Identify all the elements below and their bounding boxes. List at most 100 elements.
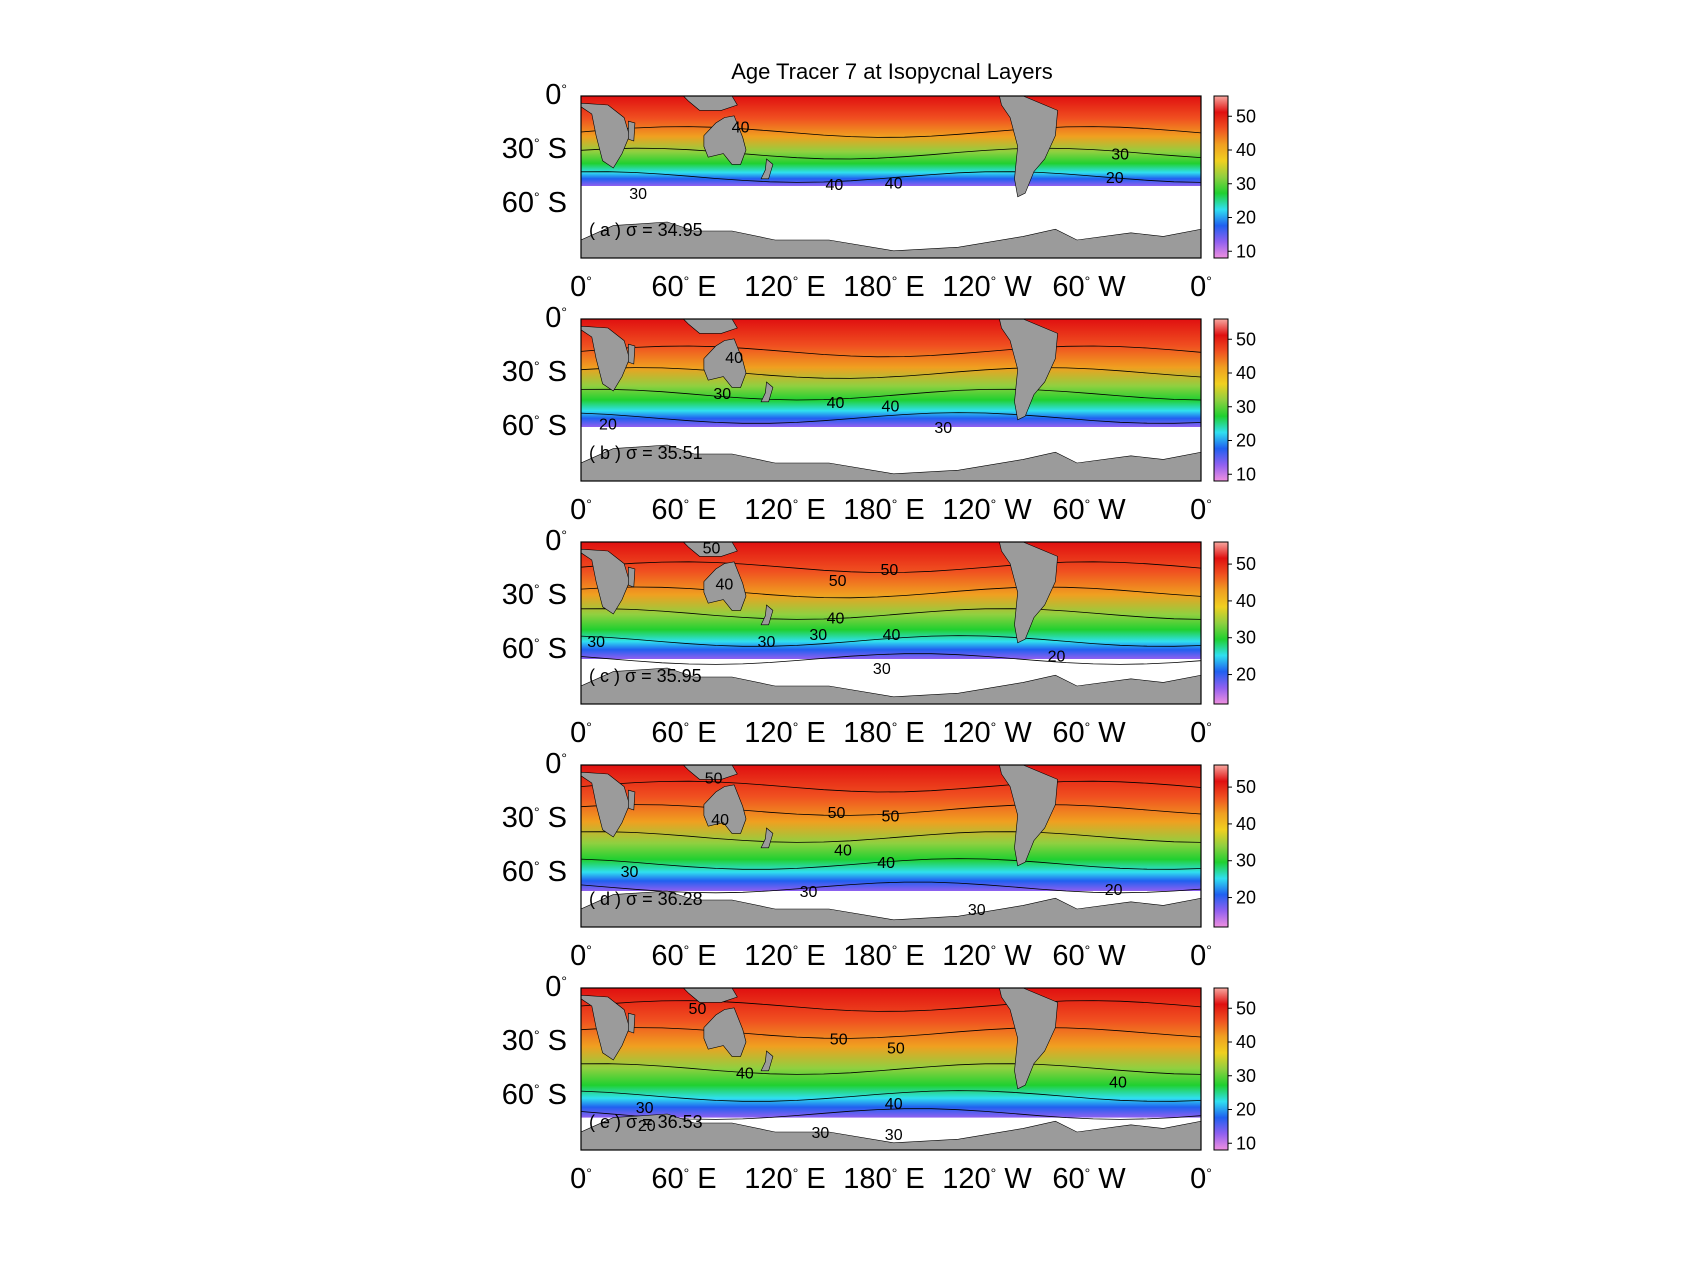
contour-line [580,635,1202,647]
x-axis-label: 60° W [1052,717,1126,749]
contour-label: 40 [711,812,729,829]
contour-label: 30 [587,634,605,651]
x-axis-label: 120° W [942,271,1032,303]
contour-label: 40 [885,1096,903,1113]
x-axis-label: 120° E [744,271,825,303]
land-newzealand [760,381,774,403]
land-madagascar [628,789,636,811]
contour-line [580,780,1202,793]
colorbar: 20 30 40 50 [1213,764,1256,928]
map-panel-b: 40 30 20 40 40 30 ( b ) σ = 35.51 0° 30° S 60° S 0… [502,302,1256,526]
land-australia [703,1007,747,1057]
land-australia [703,784,747,834]
contour-line [580,608,1202,620]
colorbar-tick-label: 40 [1236,1032,1256,1052]
contour-label: 40 [877,855,895,872]
land-samerica [999,318,1058,421]
land-antarctica [580,221,1202,259]
x-axis-label: 60° W [1052,1163,1126,1195]
contour-label: 50 [882,808,900,825]
x-axis-label: 120° E [744,717,825,749]
y-axis-label: 60° S [502,187,567,219]
colorbar-tick-label: 30 [1236,1066,1256,1086]
y-axis-label: 30° S [502,579,567,611]
x-axis-label: 0° [1190,717,1212,749]
contour-label: 40 [1109,1075,1127,1092]
land-madagascar [628,120,636,142]
colorbar: 10 20 30 40 50 [1213,318,1256,484]
x-axis-label: 180° E [843,940,924,972]
x-axis-label: 60° E [651,717,716,749]
contour-label: 40 [725,350,743,367]
contour-label: 40 [716,576,734,593]
contour-label: 50 [887,1040,905,1057]
contour-label: 50 [880,562,898,579]
colorbar: 10 20 30 40 50 [1213,95,1256,261]
land-australia [703,115,747,165]
x-axis-label: 0° [570,494,592,526]
land-samerica [999,987,1058,1090]
x-axis-label: 60° E [651,271,716,303]
ocean-field [581,988,1201,1118]
panel-label: ( a ) σ = 34.95 [589,220,703,240]
land-samerica [999,764,1058,867]
y-axis-label: 0° [545,748,567,780]
contour-line [580,1027,1202,1039]
colorbar-tick-label: 40 [1236,814,1256,834]
x-axis-label: 120° E [744,940,825,972]
contour-label: 40 [736,1066,754,1083]
contour-label: 30 [809,627,827,644]
contour-label: 40 [883,627,901,644]
contour-label: 40 [834,843,852,860]
contour-label: 20 [1048,648,1066,665]
land-africa [580,771,630,838]
x-axis-label: 120° W [942,717,1032,749]
land-africa [580,102,630,169]
colorbar-tick-label: 50 [1236,777,1256,797]
y-axis-label: 0° [545,971,567,1003]
y-axis-label: 60° S [502,856,567,888]
y-axis-label: 0° [545,525,567,557]
panel-label: ( e ) σ = 36.53 [589,1112,703,1132]
colorbar-tick-label: 20 [1236,431,1256,451]
contour-line [580,831,1202,843]
y-axis-label: 30° S [502,1025,567,1057]
contour-label: 30 [800,884,818,901]
x-axis-label: 180° E [843,494,924,526]
y-axis-label: 60° S [502,633,567,665]
map-frame [580,987,1202,1151]
colorbar-tick-label: 20 [1236,208,1256,228]
contour-label: 20 [1106,170,1124,187]
contour-label: 40 [882,398,900,415]
colorbar-tick-label: 50 [1236,329,1256,349]
contour-label: 50 [829,573,847,590]
contour-line [580,388,1202,401]
colorbar: 10 20 30 40 50 [1213,987,1256,1153]
x-axis-label: 120° W [942,940,1032,972]
land-madagascar [628,566,636,588]
map-frame [580,95,1202,259]
land-newzealand [760,158,774,180]
land-newzealand [760,1050,774,1072]
contour-line [580,367,1202,379]
ocean-field [581,765,1201,891]
x-axis-label: 60° W [1052,271,1126,303]
land-antarctica [580,1113,1202,1151]
map-panel-d: 50 40 50 50 40 40 30 30 30 20 ( d ) σ = 36.28 0° 30°… [502,748,1256,972]
panel-label: ( b ) σ = 35.51 [589,443,703,463]
x-axis-label: 180° E [843,717,924,749]
colorbar-bar [1213,541,1229,705]
contour-label: 30 [1111,147,1129,164]
contour-label: 30 [968,902,986,919]
figure-title: Age Tracer 7 at Isopycnal Layers [731,59,1053,84]
contour-label: 50 [705,771,723,788]
contour-line [580,586,1202,599]
x-axis-label: 120° E [744,1163,825,1195]
contour-label: 50 [689,1001,707,1018]
panel-label: ( c ) σ = 35.95 [589,666,702,686]
x-axis-label: 60° W [1052,494,1126,526]
contour-label: 20 [599,416,617,433]
contour-line [580,171,1202,183]
